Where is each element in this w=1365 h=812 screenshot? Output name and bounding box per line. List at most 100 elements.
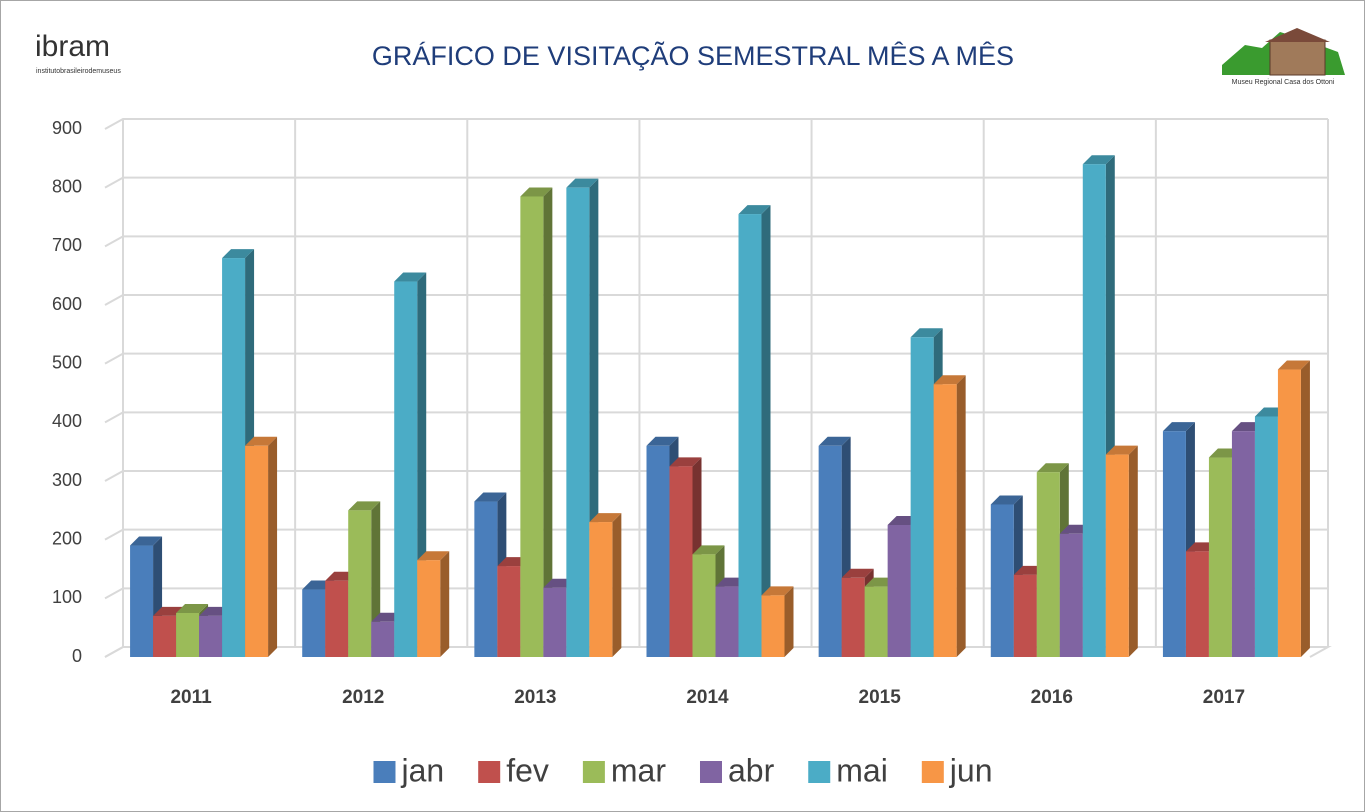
bar xyxy=(1059,533,1083,657)
bar-3d xyxy=(520,187,553,657)
bar-3d xyxy=(245,436,278,657)
bar xyxy=(864,586,888,657)
bar xyxy=(910,337,934,657)
bar xyxy=(1162,431,1186,657)
bar-top xyxy=(1162,422,1195,432)
x-tick-label: 2012 xyxy=(342,687,384,708)
bar xyxy=(245,445,269,657)
bar xyxy=(1013,574,1037,657)
y-tick-label: 100 xyxy=(52,587,82,607)
bar xyxy=(933,384,957,657)
y-tick-label: 500 xyxy=(52,352,82,372)
x-tick-label: 2011 xyxy=(170,687,212,708)
bar-side xyxy=(1128,445,1138,657)
bar-top xyxy=(818,436,851,446)
bar xyxy=(589,522,613,657)
bar-3d xyxy=(1105,445,1138,657)
bar xyxy=(417,560,441,657)
x-tick-label: 2016 xyxy=(1031,687,1073,708)
bar xyxy=(325,580,349,657)
bar-top xyxy=(669,457,702,467)
bar-top xyxy=(933,375,966,385)
bar xyxy=(669,466,693,657)
bar-top xyxy=(566,178,599,188)
y-tick-label: 400 xyxy=(52,411,82,431)
legend-swatch xyxy=(921,761,944,783)
legend-swatch xyxy=(373,761,396,783)
bar xyxy=(543,587,567,657)
bar xyxy=(371,621,395,657)
bar xyxy=(153,615,177,657)
logo-subtext: institutobrasileirodemuseus xyxy=(36,68,121,75)
logo-roof xyxy=(1265,28,1330,42)
legend-swatch xyxy=(478,761,501,783)
chart-title: GRÁFICO DE VISITAÇÃO SEMESTRAL MÊS A MÊS xyxy=(372,40,1014,71)
bar xyxy=(841,577,865,657)
x-tick-label: 2015 xyxy=(859,687,902,708)
legend-label: fev xyxy=(506,752,549,788)
legend-label: mai xyxy=(836,752,888,788)
legend-label: abr xyxy=(728,752,775,788)
bar xyxy=(566,187,590,657)
bar xyxy=(761,595,785,657)
bar xyxy=(887,525,911,657)
bar xyxy=(990,504,1014,657)
legend-label: jun xyxy=(949,752,993,788)
logo-right: Museu Regional Casa dos Ottoni xyxy=(1222,28,1345,86)
y-tick-label: 0 xyxy=(72,646,82,666)
bar-3d xyxy=(417,551,450,657)
bar xyxy=(1185,551,1209,657)
bar-top xyxy=(130,536,163,546)
bar-top xyxy=(910,328,943,338)
bar xyxy=(1105,454,1129,657)
bar-top xyxy=(990,495,1023,505)
bar xyxy=(1082,164,1106,657)
bar-top xyxy=(1277,360,1310,370)
bar-top xyxy=(417,551,450,561)
bar-3d xyxy=(738,205,771,658)
bar-top xyxy=(692,545,725,555)
bar-top xyxy=(646,436,679,446)
legend: jan fev mar abr mai jun xyxy=(373,752,993,788)
bar xyxy=(394,281,418,657)
bar xyxy=(520,196,544,657)
bar-side xyxy=(268,436,278,657)
bar-top xyxy=(761,586,794,596)
x-tick-label: 2014 xyxy=(686,687,729,708)
bar-top xyxy=(245,436,278,446)
bar xyxy=(646,445,670,657)
bar-top xyxy=(348,501,381,511)
bar-3d xyxy=(589,513,622,657)
legend-swatch xyxy=(808,761,831,783)
y-tick-label: 200 xyxy=(52,528,82,548)
bar xyxy=(199,615,223,657)
bar-side xyxy=(956,375,966,657)
bar xyxy=(176,613,200,657)
bar-top xyxy=(394,272,427,282)
bar xyxy=(348,510,372,657)
bar xyxy=(222,258,246,657)
y-tick-label: 800 xyxy=(52,176,82,196)
bar-top xyxy=(222,249,255,259)
bar xyxy=(130,545,154,657)
y-tick-label: 700 xyxy=(52,235,82,255)
bar xyxy=(302,589,326,657)
y-tick-label: 600 xyxy=(52,294,82,314)
bar-top xyxy=(474,492,507,502)
bar xyxy=(1231,431,1255,657)
legend-swatch xyxy=(582,761,605,783)
bar xyxy=(715,586,739,657)
bar-top xyxy=(520,187,553,197)
bar xyxy=(474,501,498,657)
logo-caption: Museu Regional Casa dos Ottoni xyxy=(1232,79,1335,86)
x-tick-label: 2017 xyxy=(1203,687,1245,708)
legend-label: mar xyxy=(611,752,666,788)
bar-side xyxy=(1300,360,1310,657)
x-tick-label: 2013 xyxy=(514,687,556,708)
y-tick-label: 900 xyxy=(52,118,82,138)
bar-3d xyxy=(761,586,794,657)
legend-label: jan xyxy=(400,752,444,788)
bar xyxy=(692,554,716,657)
bar-side xyxy=(784,586,794,657)
legend-swatch xyxy=(699,761,722,783)
